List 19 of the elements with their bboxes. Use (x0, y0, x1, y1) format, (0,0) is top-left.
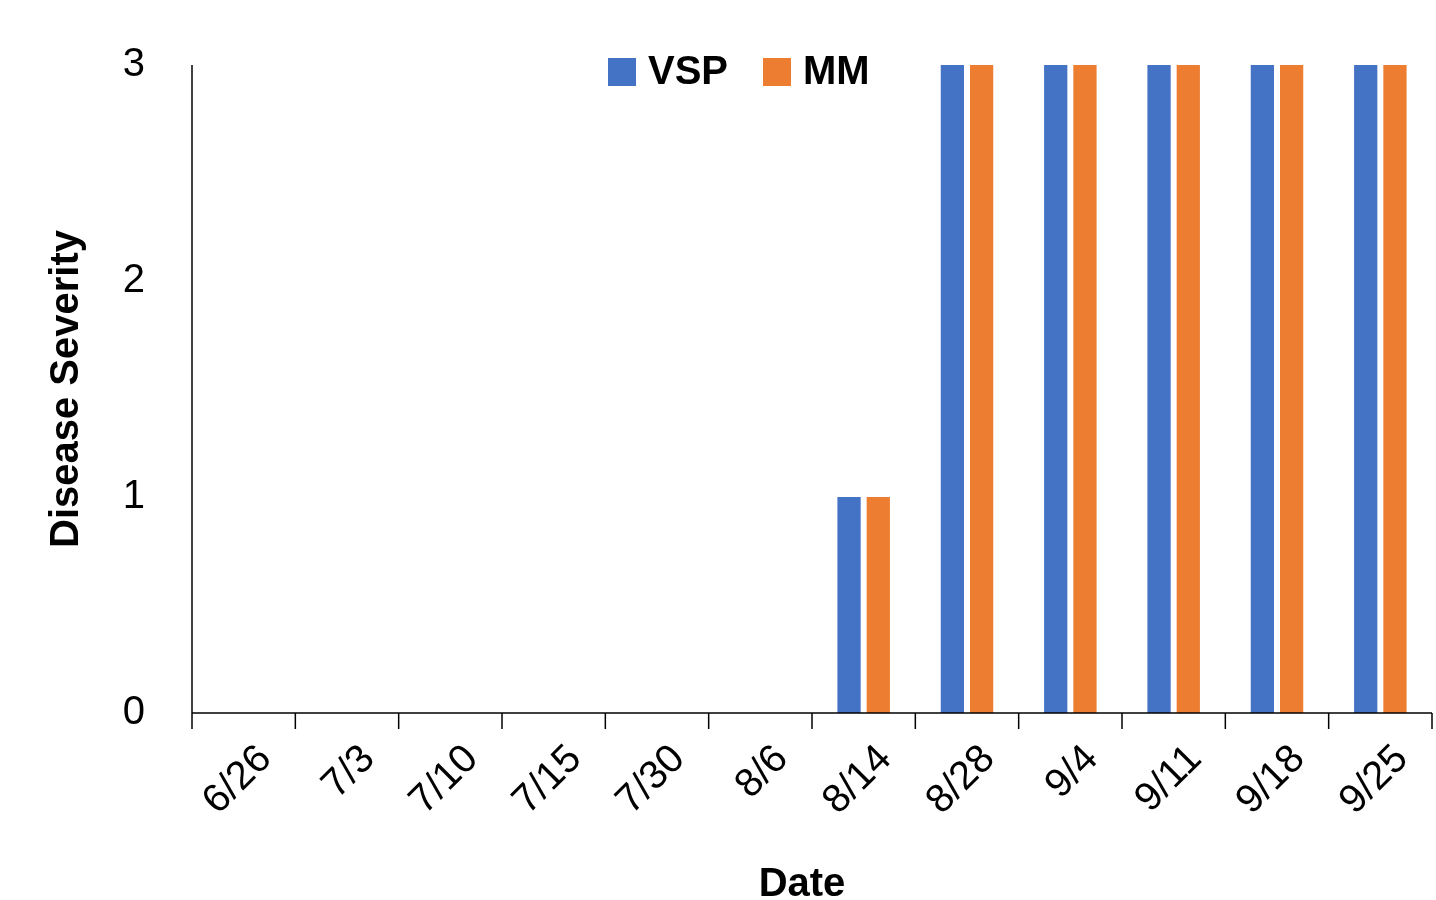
legend-label: VSP (648, 47, 729, 92)
x-tick-label: 7/10 (399, 735, 486, 822)
x-tick-label: 6/26 (192, 735, 279, 822)
y-tick-label: 1 (122, 471, 145, 516)
y-axis-title: Disease Severity (42, 229, 86, 549)
y-tick-label: 0 (122, 687, 145, 732)
x-tick-label: 7/30 (605, 735, 693, 822)
x-axis-title: Date (758, 860, 846, 900)
legend-label: MM (803, 47, 870, 92)
y-tick-label: 2 (122, 255, 145, 300)
x-tick-label: 7/3 (311, 735, 383, 806)
x-tick-label: 8/14 (812, 735, 899, 822)
x-tick-label: 9/18 (1225, 735, 1313, 822)
x-tick-label: 7/15 (502, 735, 589, 822)
x-tick-label: 8/6 (725, 735, 796, 806)
x-tick-label: 9/4 (1035, 735, 1106, 806)
y-tick-label: 3 (122, 39, 145, 84)
x-tick-label: 9/11 (1124, 735, 1209, 820)
x-tick-label: 8/28 (915, 735, 1003, 822)
